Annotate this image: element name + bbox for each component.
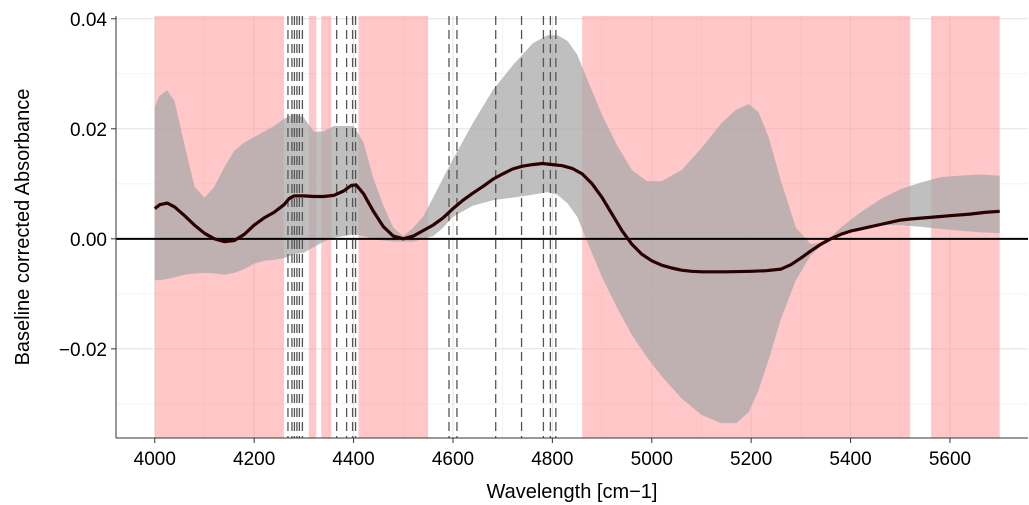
selected-wavelength-lines xyxy=(287,16,557,438)
y-axis-label: Baseline corrected Absorbance xyxy=(12,89,34,366)
x-tick-label: 4600 xyxy=(432,449,474,470)
x-axis-label: Wavelength [cm−1] xyxy=(486,481,657,503)
range-band xyxy=(154,35,1000,424)
mean-spectrum-line xyxy=(153,161,1000,274)
x-tick-label: 5600 xyxy=(929,449,971,470)
y-tick-label: 0.04 xyxy=(70,10,107,31)
y-tick-label: 0.02 xyxy=(70,120,107,141)
x-tick-label: 4200 xyxy=(233,449,275,470)
x-tick-label: 5000 xyxy=(631,449,673,470)
x-tick-label: 5200 xyxy=(730,449,772,470)
x-axis-ticks: 4000 4200 4400 4600 4800 5000 5200 5400 5600 xyxy=(134,438,971,470)
range-ribbon xyxy=(154,35,1000,424)
x-tick-label: 4800 xyxy=(531,449,573,470)
y-tick-label: −0.02 xyxy=(59,340,107,361)
y-tick-label: 0.00 xyxy=(70,230,107,251)
x-tick-label: 5400 xyxy=(829,449,871,470)
mean-line xyxy=(153,161,1000,274)
y-axis-ticks: −0.02 0.00 0.02 0.04 xyxy=(59,10,116,361)
x-tick-label: 4000 xyxy=(134,449,176,470)
x-tick-label: 4400 xyxy=(332,449,374,470)
axes xyxy=(115,16,1028,439)
